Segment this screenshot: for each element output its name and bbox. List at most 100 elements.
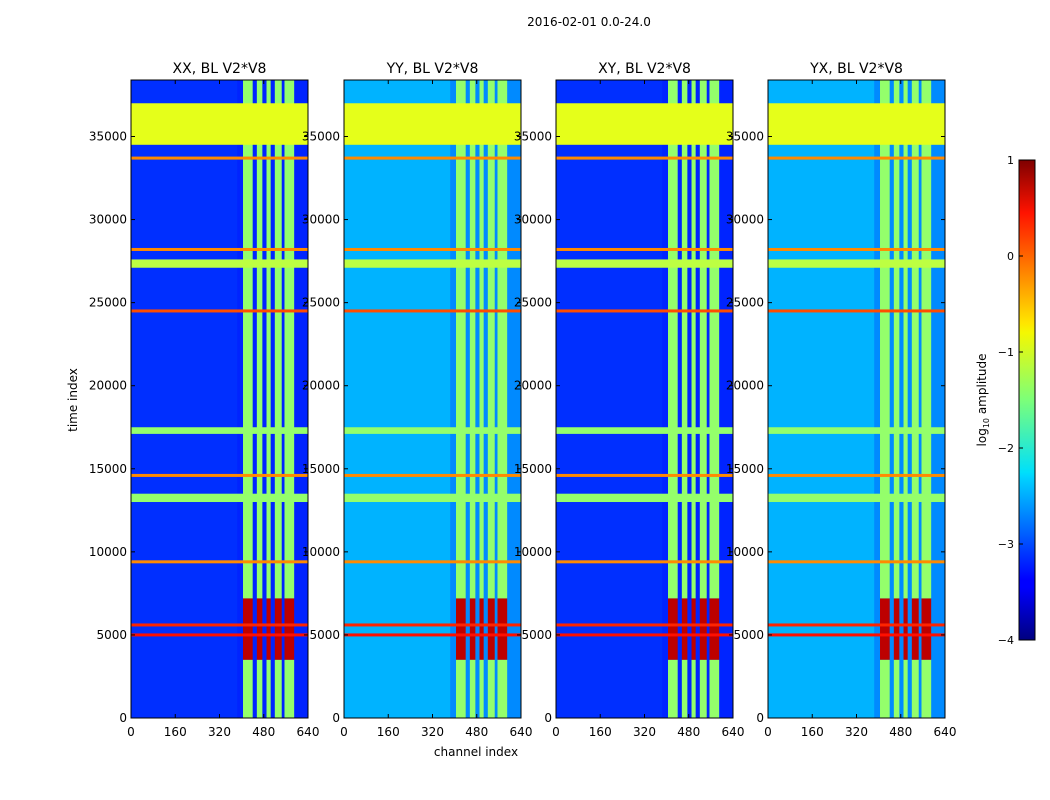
rfi-time-line [556, 473, 733, 477]
colorbar-label-prefix: log [975, 428, 989, 446]
panel-title: YX, BL V2*V8 [809, 61, 903, 77]
figure-title: 2016-02-01 0.0-24.0 [527, 15, 651, 29]
y-tick-label: 20000 [514, 379, 552, 393]
rfi-time-line [131, 156, 308, 160]
flagged-time-block [768, 259, 945, 268]
rfi-time-line [556, 247, 733, 251]
rfi-channel-band [880, 659, 890, 718]
panel-1: XX, BL V2*V8 0 160 320 480 640 0 5000 10000 15000… [89, 61, 320, 739]
rfi-time-line [344, 247, 521, 251]
x-tick-label: 640 [297, 725, 320, 739]
strong-region-cell [497, 598, 508, 660]
rfi-time-line [556, 623, 733, 627]
x-tick-label: 480 [252, 725, 275, 739]
flagged-time-block [344, 493, 521, 503]
x-tick-label: 0 [552, 725, 560, 739]
strong-region-cell [456, 598, 466, 660]
y-tick-label: 5000 [521, 628, 552, 642]
rfi-channel-band [911, 80, 919, 599]
rfi-channel-band [880, 80, 890, 599]
rfi-channel-band [681, 659, 688, 718]
rfi-channel-band [893, 659, 900, 718]
rfi-time-line [768, 623, 945, 627]
flagged-time-block [344, 103, 521, 145]
x-tick-label: 160 [801, 725, 824, 739]
y-tick-label: 35000 [89, 129, 127, 143]
colorbar: 10−1−2−3−4 log10 amplitude [975, 154, 1036, 647]
strong-region-cell [284, 598, 295, 660]
strong-region-cell [709, 598, 720, 660]
rfi-time-line [768, 156, 945, 160]
rfi-time-line [131, 309, 308, 313]
rfi-channel-band [911, 659, 919, 718]
flagged-time-block [344, 427, 521, 434]
y-tick-label: 25000 [89, 296, 127, 310]
x-tick-label: 640 [510, 725, 533, 739]
x-tick-label: 320 [208, 725, 231, 739]
strong-region-cell [681, 598, 688, 660]
x-tick-label: 640 [934, 725, 957, 739]
x-tick-label: 480 [677, 725, 700, 739]
rfi-channel-band [243, 80, 253, 599]
strong-region-cell [256, 598, 263, 660]
x-tick-label: 640 [722, 725, 745, 739]
flagged-time-block [556, 259, 733, 268]
rfi-channel-band [699, 80, 707, 599]
y-tick-label: 25000 [726, 296, 764, 310]
strong-region-cell [487, 598, 495, 660]
y-tick-label: 10000 [89, 545, 127, 559]
colorbar-tick-label: −2 [998, 442, 1014, 455]
strong-region-cell [893, 598, 900, 660]
colorbar-label: log10 amplitude [975, 354, 991, 447]
rfi-channel-band [469, 659, 476, 718]
rfi-channel-band [479, 80, 484, 599]
flagged-time-block [768, 427, 945, 434]
panel-2: YY, BL V2*V8 0 160 320 480 640 0 5000 10000 15000… [302, 61, 533, 739]
rfi-time-line [556, 309, 733, 313]
x-tick-label: 160 [164, 725, 187, 739]
y-tick-label: 30000 [514, 213, 552, 227]
y-tick-label: 20000 [726, 379, 764, 393]
rfi-channel-band [497, 80, 508, 599]
x-tick-label: 320 [421, 725, 444, 739]
rfi-time-line [556, 633, 733, 637]
colorbar-ticks: 1 0 −1 −2 −3 −4 [998, 154, 1023, 647]
y-tick-label: 0 [756, 711, 764, 725]
panel-3: XY, BL V2*V8 0 160 320 480 640 0 5000 10000 15000… [514, 61, 745, 739]
flagged-time-block [131, 493, 308, 503]
rfi-channel-band [903, 80, 908, 599]
x-tick-label: 0 [127, 725, 135, 739]
flagged-time-block [131, 103, 308, 145]
y-tick-label: 5000 [733, 628, 764, 642]
rfi-channel-band [691, 80, 696, 599]
colorbar-tick-label: −3 [998, 538, 1014, 551]
rfi-time-line [131, 633, 308, 637]
y-tick-label: 25000 [514, 296, 552, 310]
x-axis-label: channel index [434, 745, 518, 759]
panel-4: YX, BL V2*V8 0 160 320 480 640 0 5000 10000 15000… [726, 61, 957, 739]
strong-region-cell [668, 598, 678, 660]
y-axis-label: time index [66, 368, 80, 432]
rfi-time-line [556, 156, 733, 160]
y-tick-label: 15000 [726, 462, 764, 476]
y-tick-label: 35000 [514, 129, 552, 143]
panel-haze [556, 80, 663, 718]
rfi-time-line [344, 473, 521, 477]
panel-haze [131, 80, 238, 718]
rfi-channel-band [921, 80, 932, 599]
x-tick-label: 0 [764, 725, 772, 739]
y-tick-label: 10000 [302, 545, 340, 559]
y-tick-label: 15000 [302, 462, 340, 476]
panel-title: XX, BL V2*V8 [173, 61, 267, 77]
rfi-time-line [131, 473, 308, 477]
rfi-channel-band [469, 80, 476, 599]
y-tick-label: 10000 [514, 545, 552, 559]
x-tick-label: 0 [340, 725, 348, 739]
panels: XX, BL V2*V8 0 160 320 480 640 0 5000 10000 15000… [89, 61, 957, 739]
y-tick-label: 35000 [302, 129, 340, 143]
y-tick-label: 20000 [302, 379, 340, 393]
rfi-channel-band [456, 80, 466, 599]
strong-region-cell [691, 598, 696, 660]
colorbar-label-sub: 10 [982, 418, 991, 428]
x-tick-label: 480 [889, 725, 912, 739]
